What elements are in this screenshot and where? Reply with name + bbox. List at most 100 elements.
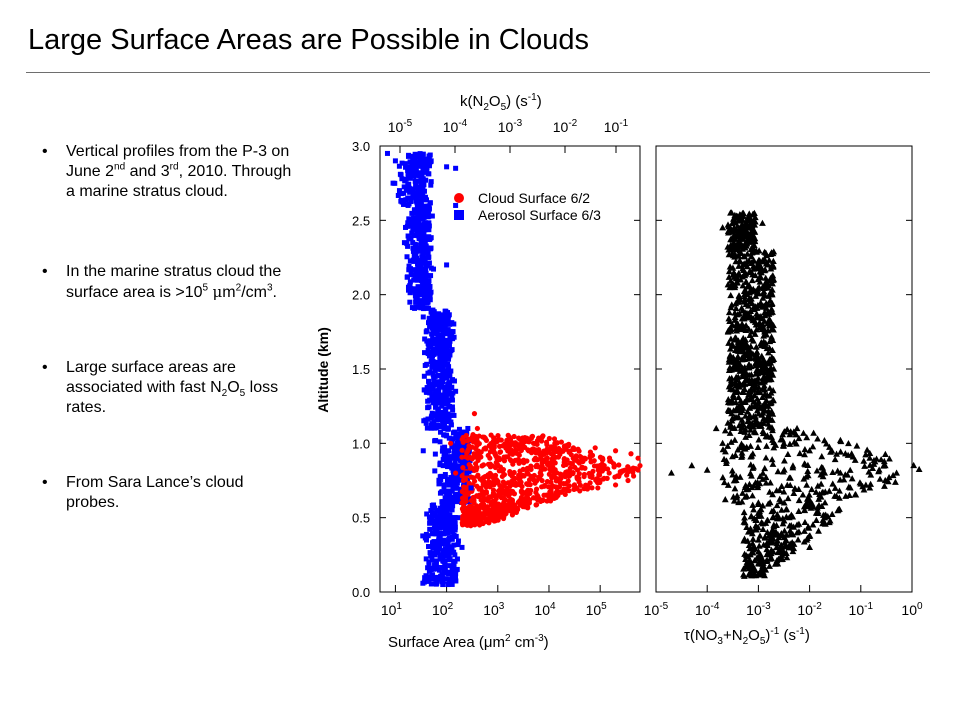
lifetime-marker xyxy=(783,554,791,561)
aerosol-marker xyxy=(442,563,448,569)
lifetime-marker xyxy=(743,216,751,223)
x-tick-label: 102 xyxy=(432,601,454,618)
aerosol-marker xyxy=(423,329,429,335)
lifetime-marker xyxy=(733,327,741,334)
aerosol-marker xyxy=(413,299,419,305)
aerosol-marker xyxy=(425,305,431,311)
legend-label-aerosol: Aerosol Surface 6/3 xyxy=(478,207,601,223)
cloud-marker xyxy=(471,467,477,474)
cloud-marker xyxy=(490,492,496,498)
cloud-marker xyxy=(551,436,558,442)
lifetime-marker xyxy=(741,514,748,521)
lifetime-marker xyxy=(728,246,736,253)
aerosol-marker xyxy=(422,294,428,300)
lifetime-marker xyxy=(827,448,834,455)
aerosol-marker xyxy=(413,195,419,201)
lifetime-marker xyxy=(754,512,762,519)
aerosol-marker xyxy=(445,390,451,396)
aerosol-marker xyxy=(412,210,418,216)
aerosol-marker xyxy=(399,160,405,166)
lifetime-marker xyxy=(738,344,746,351)
lifetime-marker xyxy=(754,553,762,560)
lifetime-marker xyxy=(796,449,804,457)
lifetime-marker xyxy=(793,424,801,432)
lifetime-marker xyxy=(770,507,778,514)
aerosol-marker xyxy=(434,343,440,349)
lifetime-marker xyxy=(910,461,918,469)
aerosol-marker xyxy=(442,546,448,552)
aerosol-marker xyxy=(445,327,451,333)
aerosol-marker xyxy=(430,576,436,582)
bullet-text: , 2010. Through a marine stratus cloud. xyxy=(66,163,292,200)
aerosol-marker xyxy=(424,338,430,344)
aerosol-marker xyxy=(427,323,433,329)
aerosol-marker xyxy=(454,485,460,491)
aerosol-marker xyxy=(439,504,445,510)
lifetime-marker xyxy=(724,281,732,288)
aerosol-marker xyxy=(390,180,396,186)
cloud-marker xyxy=(631,473,637,479)
aerosol-marker xyxy=(420,252,426,258)
lifetime-marker xyxy=(740,287,748,295)
aerosol-marker xyxy=(416,222,422,228)
aerosol-marker xyxy=(406,263,412,269)
aerosol-marker xyxy=(425,299,431,305)
cloud-marker xyxy=(605,466,611,472)
aerosol-marker xyxy=(436,388,442,394)
lifetime-marker xyxy=(747,513,755,520)
lifetime-marker xyxy=(745,325,753,332)
aerosol-marker xyxy=(409,305,415,311)
cloud-marker xyxy=(596,472,603,478)
cloud-marker xyxy=(622,467,628,473)
cloud-marker xyxy=(489,503,496,509)
lifetime-marker xyxy=(740,209,747,216)
aerosol-marker xyxy=(410,240,416,246)
lifetime-marker xyxy=(728,467,736,474)
lifetime-marker xyxy=(749,492,756,499)
aerosol-marker xyxy=(426,203,432,209)
aerosol-marker xyxy=(445,330,451,336)
lifetime-marker xyxy=(731,358,739,365)
lifetime-marker xyxy=(752,359,760,367)
aerosol-marker xyxy=(412,252,418,258)
cloud-marker xyxy=(470,439,477,445)
aerosol-marker xyxy=(426,514,432,520)
cloud-marker xyxy=(604,475,610,481)
cloud-marker xyxy=(500,467,507,473)
cloud-marker xyxy=(463,490,469,497)
cloud-marker xyxy=(516,472,522,478)
lifetime-marker xyxy=(751,391,759,399)
aerosol-marker xyxy=(432,404,438,410)
lifetime-marker xyxy=(840,476,848,483)
aerosol-marker xyxy=(438,508,444,514)
bullet-dot: • xyxy=(42,359,48,376)
aerosol-marker xyxy=(418,184,424,190)
aerosol-marker xyxy=(465,425,471,431)
lifetime-marker xyxy=(758,393,766,401)
lifetime-marker xyxy=(809,521,817,528)
surface-area-chart: 0.0 0.5 1.0 1.5 2.0 2.5 3.0 101 102 103 104 105 10-5… xyxy=(315,92,643,651)
aerosol-marker xyxy=(408,272,414,278)
aerosol-marker xyxy=(436,567,442,573)
aerosol-marker xyxy=(423,213,429,219)
aerosol-marker xyxy=(447,373,453,379)
lifetime-marker xyxy=(732,472,740,480)
cloud-marker xyxy=(470,431,476,438)
cloud-marker xyxy=(558,489,564,495)
lifetime-marker xyxy=(752,429,759,436)
lifetime-marker xyxy=(765,399,773,407)
lifetime-marker xyxy=(812,488,820,495)
lifetime-marker xyxy=(779,520,787,527)
lifetime-marker xyxy=(836,487,843,494)
lifetime-marker xyxy=(752,292,760,299)
cloud-marker xyxy=(520,489,526,495)
lifetime-marker xyxy=(783,543,790,550)
cloud-marker xyxy=(516,435,522,441)
lifetime-marker xyxy=(765,360,773,367)
aerosol-marker xyxy=(437,439,443,445)
lifetime-marker xyxy=(781,457,788,464)
aerosol-marker xyxy=(449,536,455,542)
cloud-marker xyxy=(491,435,497,441)
lifetime-marker xyxy=(768,279,776,286)
aerosol-marker xyxy=(428,273,434,279)
